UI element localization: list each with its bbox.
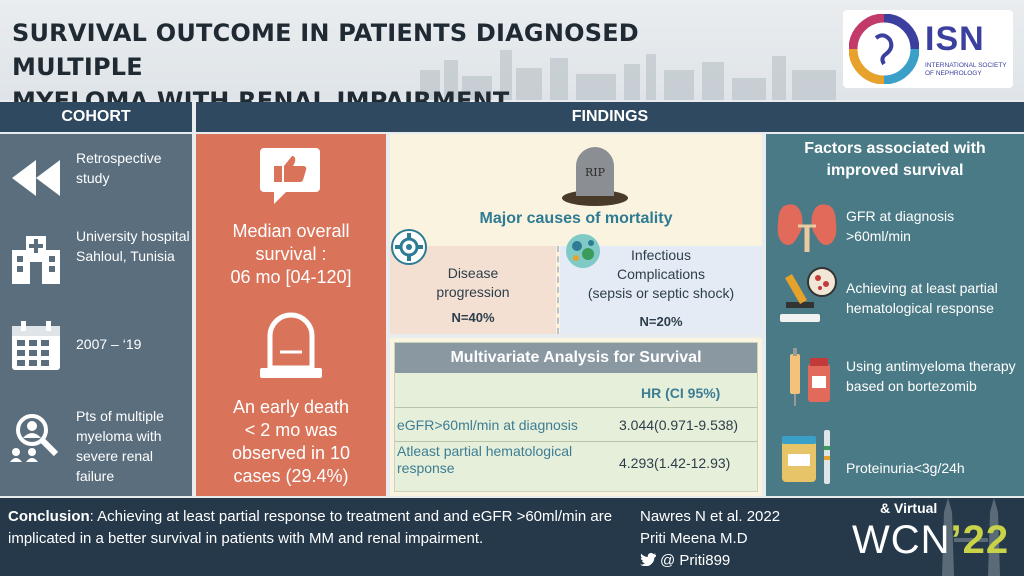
table-divider <box>395 441 757 442</box>
median-line-2: survival : <box>255 244 327 264</box>
multivariate-panel: Multivariate Analysis for Survival HR (C… <box>390 338 762 496</box>
conclusion-label: Conclusion <box>8 508 90 525</box>
microscope-icon <box>780 267 837 322</box>
twitter-handle-row[interactable]: @ Priti899 <box>640 550 780 572</box>
twitter-icon <box>640 553 656 566</box>
findings-header: FINDINGS <box>196 102 1024 132</box>
cause-infectious-line-1: Infectious <box>631 247 691 263</box>
conclusion-text: : Achieving at least partial response to… <box>8 508 613 547</box>
cause-disease-text: Disease progression <box>390 264 556 302</box>
logo-subtitle: INTERNATIONAL SOCIETY OF NEPHROLOGY <box>925 62 1007 77</box>
early-line-4: cases (29.4%) <box>233 466 349 486</box>
gear-icon <box>391 229 427 265</box>
virus-icon <box>566 234 600 268</box>
cause-infectious-line-2: Complications <box>617 266 705 282</box>
factor-proteinuria-text: Proteinuria<3g/24h <box>846 460 965 476</box>
rip-grave-icon: RIP <box>562 147 628 206</box>
cohort-period-text: 2007 – ‘19 <box>76 336 142 352</box>
cohort-hospital-text: University hospital Sahloul, Tunisia <box>76 228 190 264</box>
cohort-header: COHORT <box>0 102 192 132</box>
cohort-panel: Retrospective study University hospital … <box>0 134 192 496</box>
early-line-3: observed in 10 <box>231 443 351 463</box>
hr-header: HR (CI 95%) <box>641 385 721 401</box>
footer: Conclusion: Achieving at least partial r… <box>0 498 1024 576</box>
row-egfr-value: 3.044(0.971-9.538) <box>619 417 739 433</box>
authors: Nawres N et al. 2022 Priti Meena M.D @ P… <box>640 506 780 572</box>
factor-hematological-text: Achieving at least partial hematological… <box>846 280 998 316</box>
cohort-population-text: Pts of multiple myeloma with severe rena… <box>76 408 164 484</box>
wcn-virtual-label: & Virtual <box>880 500 938 516</box>
factors-title: Factors associated with improved surviva… <box>766 138 1024 182</box>
kidney-icon <box>777 204 837 252</box>
rip-label: RIP <box>585 166 606 179</box>
early-death-text: An early death < 2 mo was observed in 10… <box>202 396 380 488</box>
isn-globe-icon <box>849 14 919 84</box>
cohort-study-text: Retrospective study <box>76 150 162 186</box>
syringe-vial-icon <box>790 348 830 406</box>
cause-infectious-n: N=20% <box>639 314 683 329</box>
cause-disease-line-1: Disease <box>447 265 499 281</box>
isn-logo: ISN INTERNATIONAL SOCIETY OF NEPHROLOGY <box>843 10 1013 88</box>
cause-disease-n: N=40% <box>451 310 495 325</box>
wcn-logo: WCN’22 <box>852 518 1009 563</box>
cause-infectious-line-3: (sepsis or septic shock) <box>587 285 735 301</box>
tombstone-icon <box>260 312 322 378</box>
twitter-handle[interactable]: @ Priti899 <box>660 552 731 569</box>
thumbs-up-bubble-icon <box>260 148 320 204</box>
header: SURVIVAL OUTCOME IN PATIENTS DIAGNOSED M… <box>0 0 1024 115</box>
title-line-1: SURVIVAL OUTCOME IN PATIENTS DIAGNOSED M… <box>12 19 639 81</box>
urine-test-icon <box>782 430 830 484</box>
logo-name: ISN <box>925 20 985 58</box>
table-divider <box>395 407 757 408</box>
twin-towers-decoration <box>942 498 1000 576</box>
row-egfr-label: eGFR>60ml/min at diagnosis <box>397 417 578 433</box>
factor-bortezomib-text: Using antimyeloma therapy based on borte… <box>846 358 1016 394</box>
factor-gfr-text: GFR at diagnosis >60ml/min <box>846 208 955 244</box>
multivariate-table: Multivariate Analysis for Survival HR (C… <box>394 342 758 492</box>
median-line-1: Median overall <box>232 221 350 241</box>
calendar-icon <box>12 321 60 370</box>
skyline-decoration <box>420 50 836 100</box>
cause-infectious-text: Infectious Complications (sepsis or sept… <box>560 246 762 303</box>
patients-search-icon <box>10 414 59 462</box>
row-hematological-line-2: response <box>397 460 455 476</box>
mortality-panel: RIP Major causes of mortality Disease pr… <box>390 134 762 334</box>
mortality-title: Major causes of mortality <box>479 210 673 227</box>
wcn-year: ’22 <box>950 518 1010 562</box>
factors-panel: Factors associated with improved surviva… <box>766 134 1024 496</box>
author-2: Priti Meena M.D <box>640 530 748 547</box>
conclusion: Conclusion: Achieving at least partial r… <box>8 506 620 550</box>
row-hematological-line-1: Atleast partial hematological <box>397 443 573 459</box>
cause-disease-line-2: progression <box>436 284 510 300</box>
median-survival-text: Median overall survival : 06 mo [04-120] <box>202 220 380 289</box>
early-line-1: An early death <box>232 397 350 417</box>
author-1: Nawres N et al. 2022 <box>640 508 781 525</box>
rewind-icon <box>12 160 60 196</box>
hospital-icon <box>12 236 60 284</box>
median-line-3: 06 mo [04-120] <box>230 267 352 287</box>
factors-title-line-1: Factors associated with <box>804 140 986 157</box>
early-line-2: < 2 mo was <box>244 420 338 440</box>
survival-panel: Median overall survival : 06 mo [04-120]… <box>196 134 386 496</box>
factors-title-line-2: improved survival <box>826 162 964 179</box>
multivariate-title: Multivariate Analysis for Survival <box>395 343 757 373</box>
row-hematological-value: 4.293(1.42-12.93) <box>619 455 731 471</box>
row-hematological-label: Atleast partial hematological response <box>397 443 607 477</box>
wcn-name: WCN <box>852 518 951 562</box>
cause-divider <box>557 246 559 334</box>
